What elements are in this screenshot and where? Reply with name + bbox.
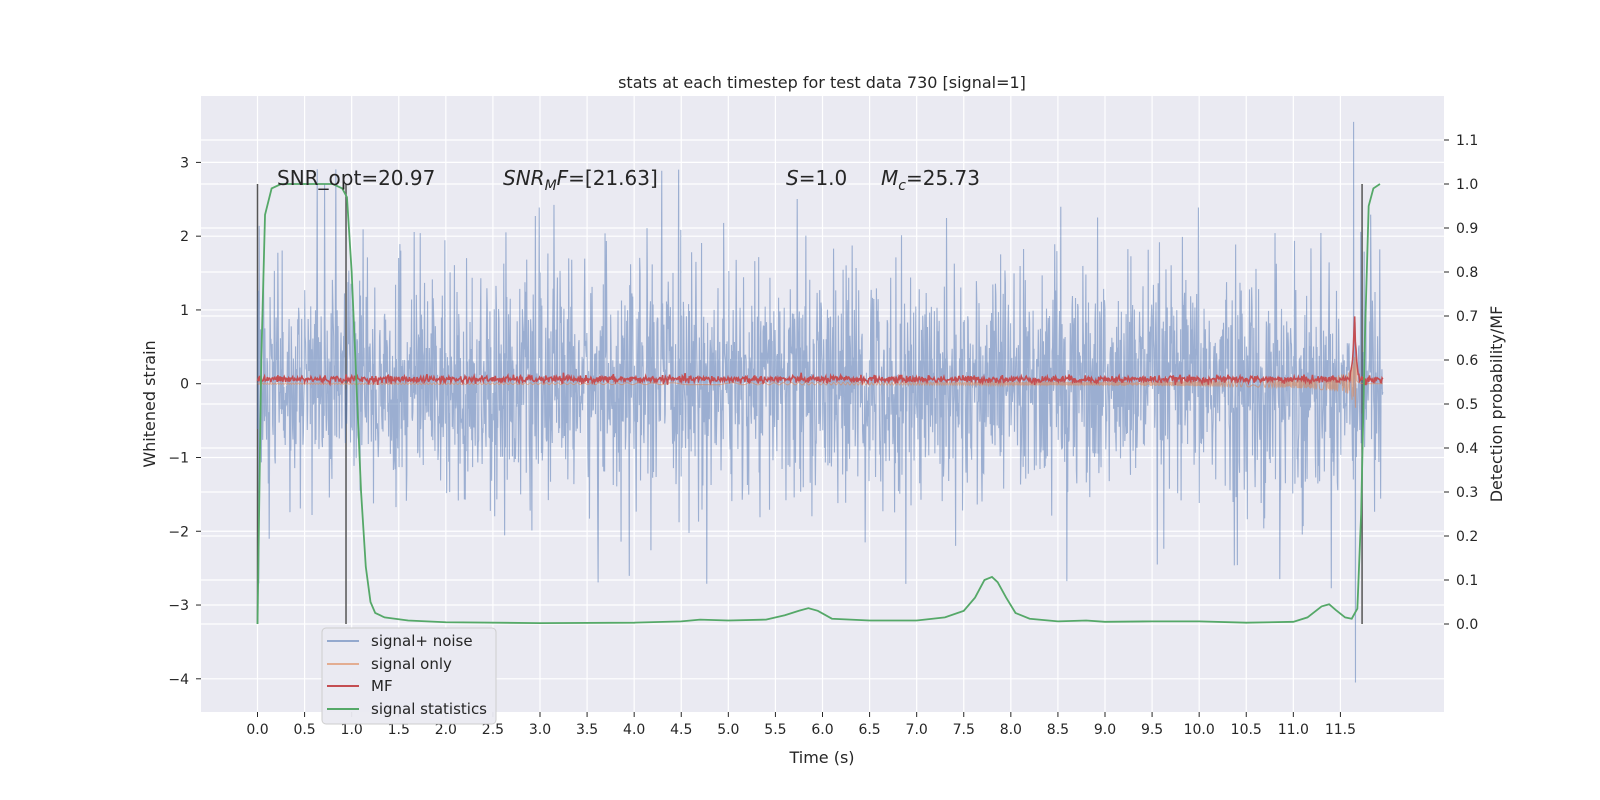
left-tick-label: −4	[168, 672, 189, 688]
x-tick-label: 3.5	[576, 722, 598, 738]
right-tick-label: 0.1	[1456, 573, 1478, 589]
left-tick-label: −1	[168, 450, 189, 466]
series-mf	[256, 316, 1384, 387]
x-tick-label: 8.0	[1000, 722, 1022, 738]
right-tick-label: 0.5	[1456, 397, 1478, 413]
signal-statistics-line	[256, 183, 1381, 625]
x-tick-label: 8.5	[1047, 722, 1069, 738]
right-tick-label: 0.6	[1456, 353, 1478, 369]
right-tick-label: 0.4	[1456, 441, 1478, 457]
right-tick-label: 1.1	[1456, 133, 1478, 149]
signal-plus-noise-line	[256, 121, 1384, 683]
left-tick-label: 1	[180, 303, 189, 319]
right-tick-label: 0.0	[1456, 617, 1478, 633]
right-tick-label: 0.7	[1456, 309, 1478, 325]
x-tick-label: 6.0	[811, 722, 833, 738]
x-tick-label: 3.0	[529, 722, 551, 738]
x-tick-label: 1.5	[388, 722, 410, 738]
series-signal-plus-noise	[256, 121, 1384, 683]
legend: signal+ noise signal only MF signal stat…	[321, 627, 497, 725]
x-tick-label: 11.0	[1278, 722, 1309, 738]
right-tick-label: 0.9	[1456, 221, 1478, 237]
series-signal-statistics	[256, 183, 1381, 625]
x-tick-label: 5.5	[764, 722, 786, 738]
legend-label-mf: MF	[371, 677, 393, 695]
x-tick-label: 5.0	[717, 722, 739, 738]
chart-title: stats at each timestep for test data 730…	[618, 73, 1026, 92]
x-axis-ticks: 0.0 0.5 1.0 1.5 2.0 2.5 3.0 3.5 4.0 4.5 5.0 5.5 6.0 6…	[246, 712, 1356, 738]
legend-label-signal-plus-noise: signal+ noise	[371, 632, 473, 650]
x-tick-label: 0.0	[246, 722, 268, 738]
right-tick-label: 0.3	[1456, 485, 1478, 501]
annotation-s: S=1.0	[786, 166, 847, 190]
legend-label-signal-only: signal only	[371, 655, 452, 673]
x-tick-label: 11.5	[1325, 722, 1356, 738]
x-tick-label: 0.5	[293, 722, 315, 738]
left-tick-label: 3	[180, 155, 189, 171]
annotation-snr-opt: SNR_opt=20.97	[277, 166, 435, 190]
right-axis-label: Detection probability/MF	[1487, 306, 1506, 503]
left-tick-label: 2	[180, 229, 189, 245]
legend-box	[321, 627, 497, 725]
left-tick-label: −2	[168, 524, 189, 540]
right-axis-ticks: 1.1 1.0 0.9 0.8 0.7 0.6 0.5 0.4 0.3 0.2 0.1 0.0	[1444, 133, 1478, 633]
x-tick-label: 10.5	[1231, 722, 1262, 738]
x-tick-label: 2.0	[435, 722, 457, 738]
x-tick-label: 7.5	[953, 722, 975, 738]
legend-label-signal-statistics: signal statistics	[371, 700, 487, 718]
x-tick-label: 4.5	[670, 722, 692, 738]
x-tick-label: 2.5	[482, 722, 504, 738]
right-tick-label: 0.2	[1456, 529, 1478, 545]
right-tick-label: 1.0	[1456, 177, 1478, 193]
x-tick-label: 6.5	[858, 722, 880, 738]
x-tick-label: 7.0	[906, 722, 928, 738]
x-axis-label: Time (s)	[788, 748, 854, 767]
annotation-snr-mf: SNRMF=[21.63]	[503, 166, 658, 194]
left-tick-label: −3	[168, 598, 189, 614]
annotation-mc: Mc=25.73	[881, 166, 980, 194]
left-tick-label: 0	[180, 377, 189, 393]
right-tick-label: 0.8	[1456, 265, 1478, 281]
x-tick-label: 4.0	[623, 722, 645, 738]
x-tick-label: 9.5	[1141, 722, 1163, 738]
x-tick-label: 10.0	[1184, 722, 1215, 738]
x-tick-label: 9.0	[1094, 722, 1116, 738]
left-axis-ticks: 3 2 1 0 −1 −2 −3 −4	[168, 155, 201, 688]
x-tick-label: 1.0	[341, 722, 363, 738]
mf-line	[256, 316, 1384, 387]
left-axis-label: Whitened strain	[140, 340, 159, 467]
